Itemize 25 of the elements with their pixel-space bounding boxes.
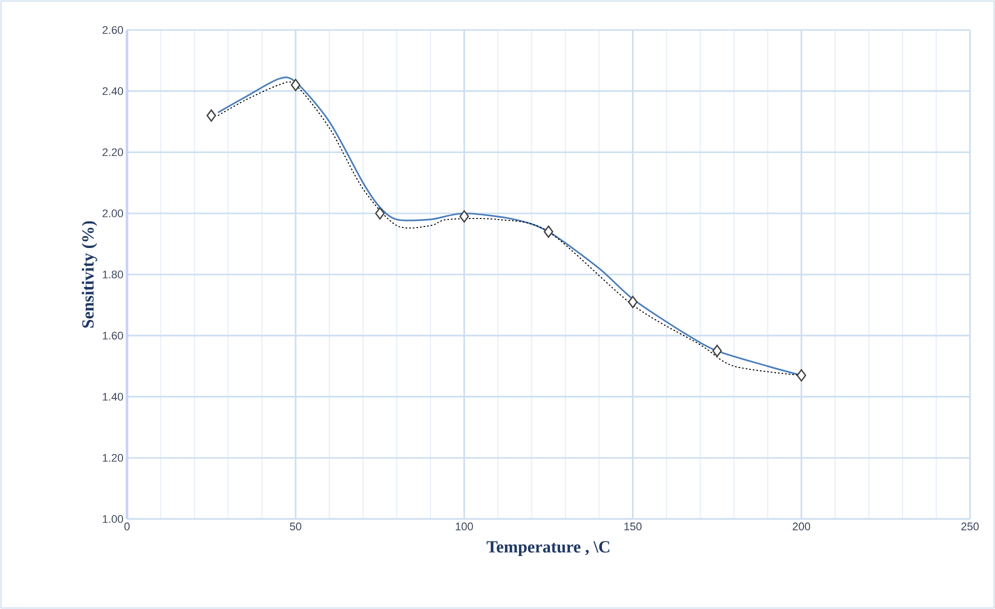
point [712,344,722,358]
y-tick-label: 1.40 [102,392,124,401]
x-tick-label: 50 [290,522,302,530]
y-tick-label: 1.00 [102,515,124,523]
y-axis-title: Sensitivity (%) [82,221,98,328]
point [459,210,469,223]
point [290,78,300,92]
x-tick-label: 250 [961,522,979,530]
y-tick-label: 1.60 [102,332,124,340]
y-tick-label: 2.60 [102,26,124,34]
point [206,109,216,122]
x-tick-label: 150 [624,522,642,530]
y-tick-label: 2.20 [102,148,124,156]
x-tick-label: 200 [792,522,810,530]
x-tick-label: 0 [124,522,130,530]
point [796,369,806,382]
y-tick-label: 2.00 [102,209,124,218]
y-tick-label: 1.20 [102,454,124,462]
y-tick-label: 1.80 [102,270,124,278]
point [628,296,638,308]
point [544,226,554,238]
x-tick-label: 100 [456,522,473,530]
y-tick-label: 2.40 [102,87,124,96]
x-axis-title: Temperature , \C [486,541,610,556]
point [375,207,385,220]
